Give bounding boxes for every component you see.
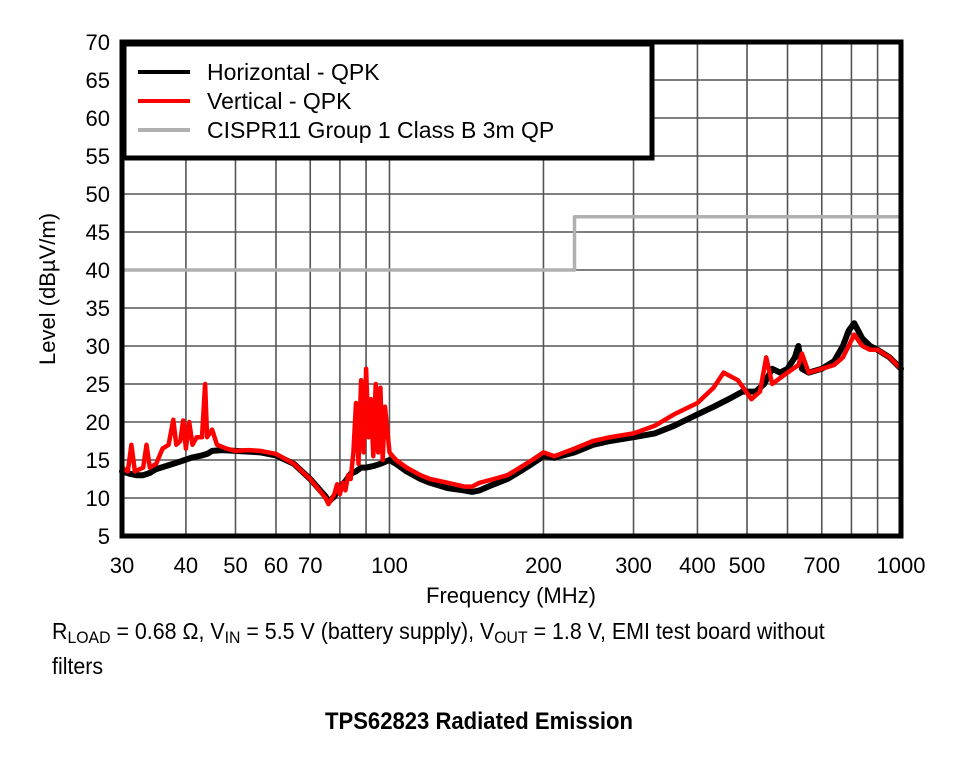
y-tick-label: 15: [86, 448, 110, 473]
y-tick-label: 25: [86, 372, 110, 397]
y-tick-label: 50: [86, 182, 110, 207]
chart-title: TPS62823 Radiated Emission: [324, 708, 634, 735]
x-tick-label: 50: [223, 553, 247, 578]
x-tick-label: 1000: [877, 553, 926, 578]
vout-value: = 1.8 V, EMI test board without filters: [52, 618, 825, 679]
x-tick-labels: 30 40 50 60 70 100 200 300 400 500 700 1000: [110, 553, 926, 578]
y-tick-label: 55: [86, 144, 110, 169]
x-tick-label: 500: [729, 553, 766, 578]
radiated-emission-chart: 5 10 15 20 25 30 35 40 45 50 55 60 65 70 30 40 50 60 70 10…: [35, 30, 926, 608]
x-tick-label: 60: [264, 553, 288, 578]
legend-box: [121, 41, 655, 161]
series-horizontal-qpk: [119, 320, 904, 505]
y-tick-label: 5: [98, 524, 110, 549]
legend: Horizontal - QPK Vertical - QPK CISPR11 …: [121, 41, 655, 161]
y-axis-title: Level (dBµV/m): [35, 213, 60, 365]
x-tick-label: 200: [525, 553, 562, 578]
vin-subscript: IN: [224, 628, 241, 647]
x-tick-label: 700: [803, 553, 840, 578]
legend-label-horizontal: Horizontal - QPK: [207, 59, 380, 85]
x-tick-label: 100: [371, 553, 408, 578]
y-tick-label: 10: [86, 486, 110, 511]
x-tick-label: 30: [110, 553, 134, 578]
series-layer: [119, 215, 904, 507]
x-tick-label: 40: [174, 553, 198, 578]
y-tick-labels: 5 10 15 20 25 30 35 40 45 50 55 60 65 70: [86, 30, 110, 549]
y-tick-label: 65: [86, 68, 110, 93]
rload-symbol: R: [52, 618, 68, 644]
y-tick-label: 40: [86, 258, 110, 283]
y-tick-label: 20: [86, 410, 110, 435]
y-tick-label: 45: [86, 220, 110, 245]
x-axis-title: Frequency (MHz): [426, 583, 596, 608]
y-tick-label: 35: [86, 296, 110, 321]
y-tick-label: 30: [86, 334, 110, 359]
x-tick-label: 70: [298, 553, 322, 578]
rload-value: = 0.68 Ω,: [110, 618, 211, 644]
y-tick-label: 60: [86, 106, 110, 131]
series-vertical-qpk: [119, 332, 904, 507]
vin-value: = 5.5 V (battery supply),: [240, 618, 480, 644]
vout-subscript: OUT: [494, 628, 528, 647]
y-tick-label: 70: [86, 30, 110, 55]
rload-subscript: LOAD: [67, 628, 111, 647]
x-tick-label: 400: [679, 553, 716, 578]
vout-symbol: V: [479, 618, 495, 644]
test-conditions-note: RLOAD = 0.68 Ω, VIN = 5.5 V (battery sup…: [52, 617, 870, 680]
series-cispr11-limit: [120, 215, 903, 272]
vin-symbol: V: [210, 618, 225, 644]
legend-label-limit: CISPR11 Group 1 Class B 3m QP: [207, 117, 554, 143]
x-tick-label: 300: [615, 553, 652, 578]
legend-label-vertical: Vertical - QPK: [207, 88, 352, 114]
